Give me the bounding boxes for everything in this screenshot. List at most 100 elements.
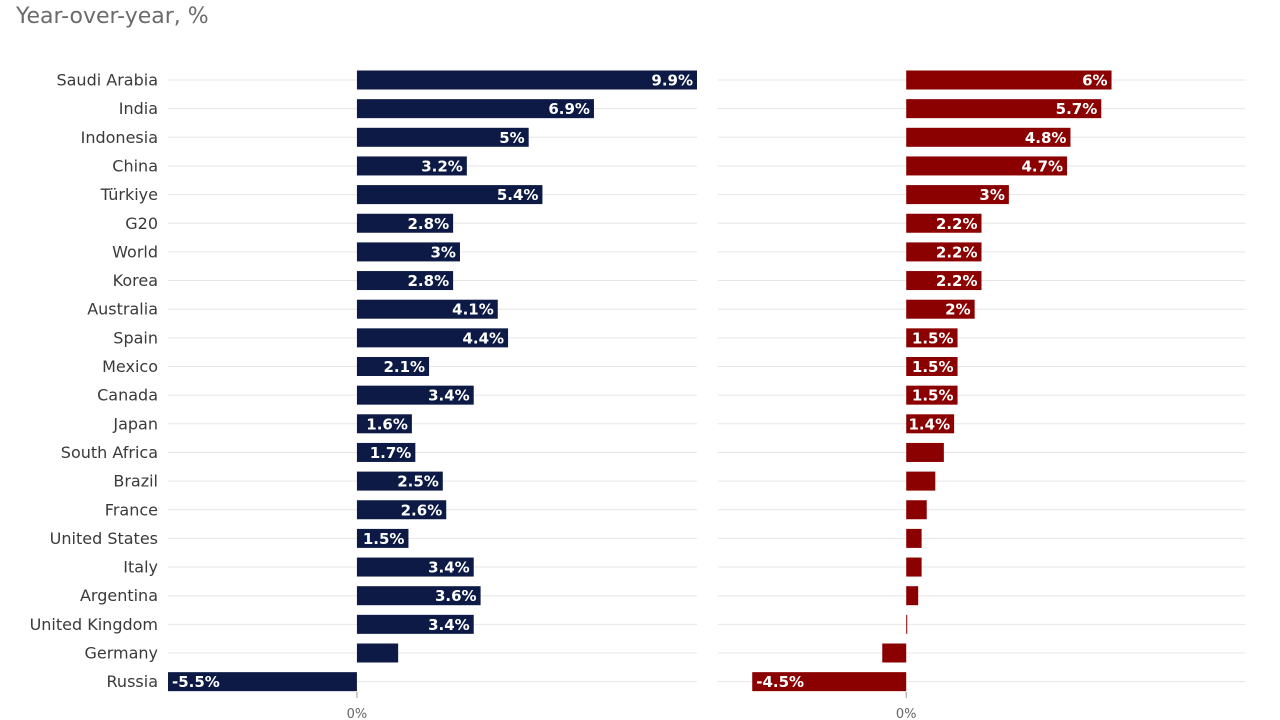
category-label: South Africa [61, 443, 158, 462]
data-label: 3.4% [428, 387, 470, 405]
data-label: 1.7% [370, 444, 412, 462]
data-label: 2.8% [408, 215, 450, 233]
data-label: 9.9% [651, 72, 693, 90]
data-label: 3.6% [435, 587, 477, 605]
bar [356, 328, 509, 348]
category-label: G20 [125, 214, 158, 233]
data-label: 1.5% [912, 387, 954, 405]
bar [906, 528, 922, 548]
bar [356, 70, 697, 90]
bar [882, 643, 907, 663]
bar [906, 614, 908, 634]
bar [906, 99, 1102, 119]
data-label: 1.4% [909, 415, 951, 433]
bar [906, 586, 919, 606]
bar [356, 271, 454, 291]
bar [906, 242, 982, 262]
data-label: 3.4% [428, 616, 470, 634]
bar [906, 185, 1009, 205]
category-label: Brazil [113, 472, 158, 491]
category-label: China [112, 156, 158, 175]
bar [906, 299, 975, 319]
bar [356, 586, 481, 606]
data-label: 2.2% [936, 272, 978, 290]
data-label: 5.7% [1056, 100, 1098, 118]
zero-tick-label: 0% [347, 707, 368, 720]
category-label: Argentina [80, 586, 158, 605]
bar [906, 70, 1112, 90]
category-label: Germany [84, 644, 158, 663]
data-label: 2.5% [397, 473, 439, 491]
bar [356, 213, 454, 233]
category-label: Japan [112, 414, 158, 433]
category-label: World [112, 242, 158, 261]
category-label: Mexico [102, 357, 158, 376]
bar [356, 471, 443, 491]
category-label: Russia [107, 672, 158, 691]
data-label: 1.5% [912, 329, 954, 347]
bar [356, 299, 498, 319]
bar [356, 643, 399, 663]
data-label: -5.5% [172, 673, 220, 691]
data-label: 2.2% [936, 243, 978, 261]
bar [356, 385, 474, 405]
data-label: -4.5% [756, 673, 804, 691]
category-label: Canada [97, 386, 158, 405]
bar [906, 271, 982, 291]
category-label: Korea [113, 271, 158, 290]
zero-tick-label: 0% [896, 707, 917, 720]
category-label: France [105, 500, 158, 519]
data-label: 5.4% [497, 186, 539, 204]
data-label: 3.4% [428, 559, 470, 577]
bar [356, 357, 430, 376]
bar [356, 185, 543, 205]
bar [906, 414, 955, 434]
category-label: Türkiye [100, 185, 158, 204]
category-label: United States [50, 529, 158, 548]
data-label: 5% [499, 129, 524, 147]
category-label: India [119, 99, 158, 118]
category-label: Spain [113, 328, 158, 347]
bar [906, 385, 958, 405]
bar [356, 414, 412, 434]
data-label: 1.5% [912, 358, 954, 376]
bar [356, 127, 529, 147]
data-label: 2% [945, 301, 970, 319]
data-label: 3% [979, 186, 1004, 204]
bar [168, 672, 357, 692]
data-label: 2.2% [936, 215, 978, 233]
bar [356, 156, 467, 176]
bar [356, 442, 416, 462]
bar [356, 242, 460, 262]
category-label: Australia [87, 300, 158, 319]
bar [906, 127, 1071, 147]
data-label: 1.5% [363, 530, 405, 548]
bar [906, 213, 982, 233]
bar [906, 471, 936, 491]
bar [906, 500, 927, 520]
bar [356, 614, 474, 634]
bar [356, 500, 447, 520]
category-label: Saudi Arabia [56, 71, 158, 90]
data-label: 1.6% [366, 415, 408, 433]
category-label: United Kingdom [30, 615, 158, 634]
bar [906, 156, 1068, 176]
chart-subtitle: Year-over-year, % [16, 4, 209, 29]
data-label: 3.2% [421, 157, 463, 175]
data-label: 2.6% [401, 501, 443, 519]
bar [752, 672, 907, 692]
data-label: 4.8% [1025, 129, 1067, 147]
category-label: Indonesia [81, 128, 158, 147]
category-label: Italy [123, 558, 158, 577]
data-label: 6% [1082, 72, 1107, 90]
bar [906, 357, 958, 376]
bar [356, 99, 594, 119]
bar [906, 328, 958, 348]
data-label: 4.7% [1021, 157, 1063, 175]
data-label: 6.9% [548, 100, 590, 118]
bar [356, 528, 409, 548]
bar [906, 557, 922, 577]
bar [356, 557, 474, 577]
data-label: 3% [431, 243, 456, 261]
